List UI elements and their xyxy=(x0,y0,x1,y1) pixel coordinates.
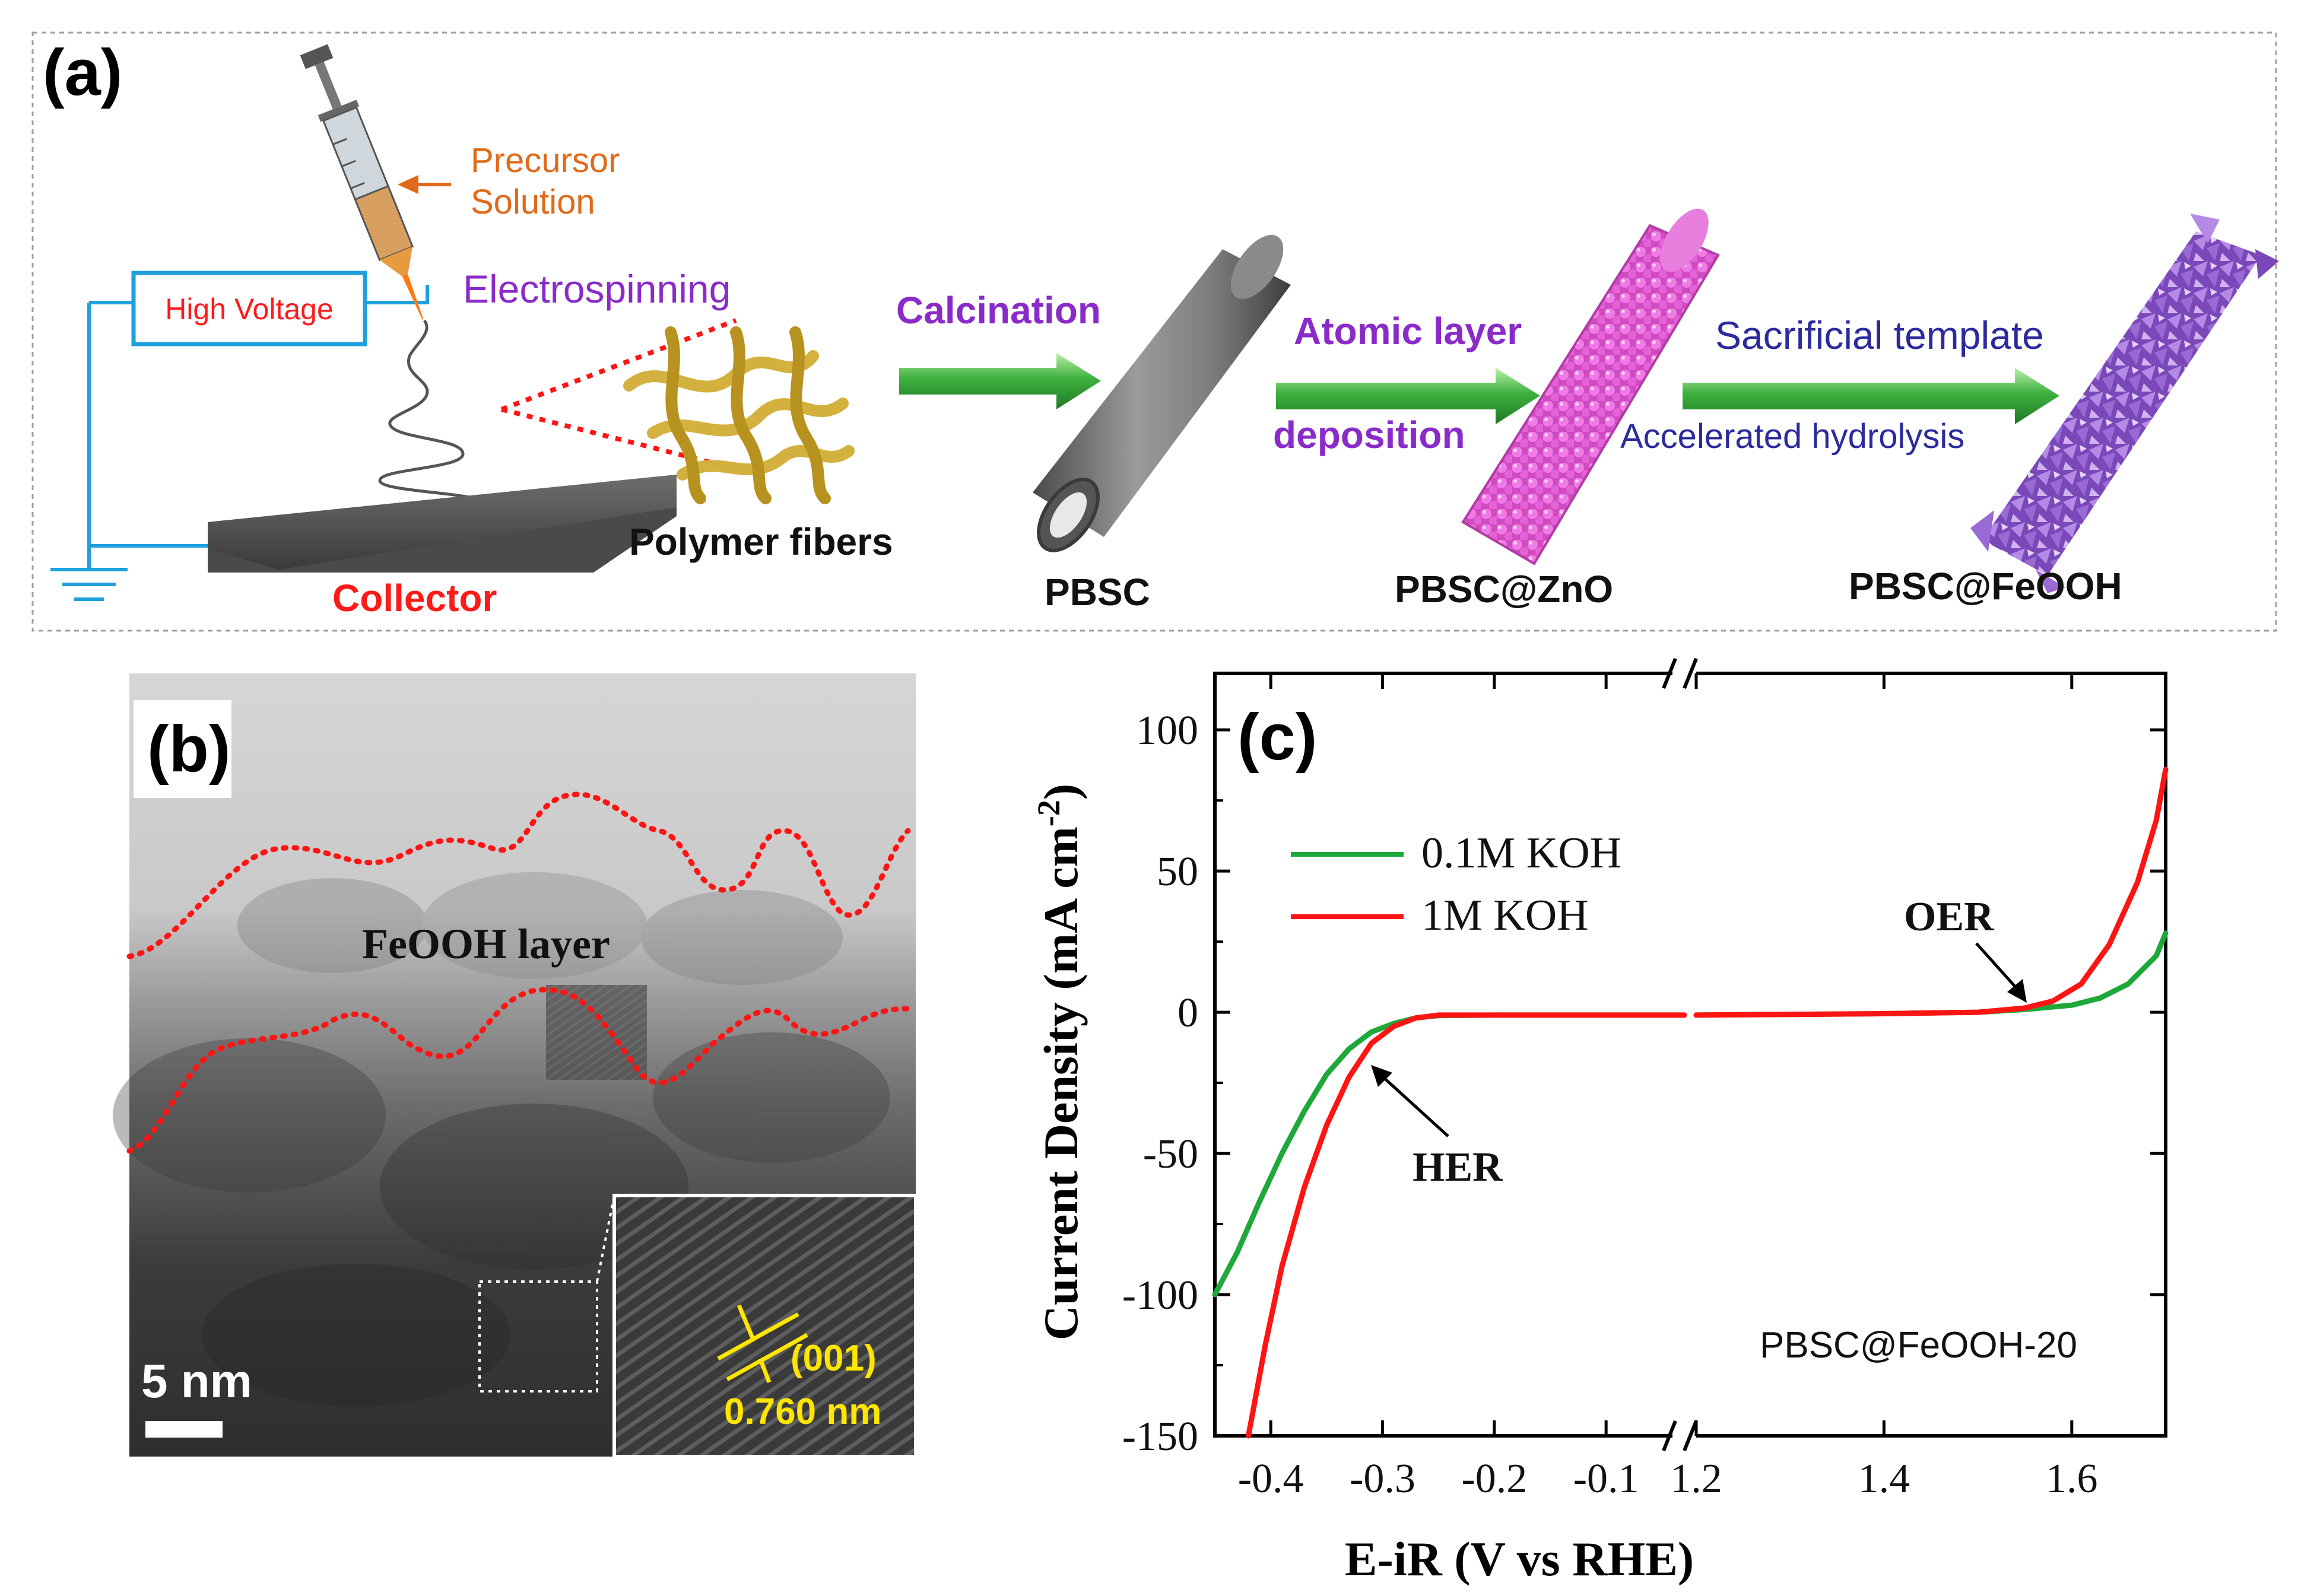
panel-c-label: (c) xyxy=(1237,701,1317,774)
x-tick-label: 1.4 xyxy=(1858,1456,1910,1502)
zoom-line-top xyxy=(500,318,737,412)
selected-region-box xyxy=(478,1280,598,1392)
y-tick-label: 100 xyxy=(1136,708,1198,754)
panel-a: (a) High Voltage xyxy=(31,31,2279,632)
scale-bar xyxy=(145,1421,223,1438)
x-tick-label: -0.4 xyxy=(1238,1456,1304,1502)
x-axis: -0.4 -0.3 -0.2 -0.1 1.2 1.4 1.6 xyxy=(1238,673,2098,1502)
panel-a-label: (a) xyxy=(43,36,122,109)
high-voltage-box xyxy=(131,271,367,346)
her-arrow-head xyxy=(1371,1065,1392,1087)
series-layer xyxy=(1212,767,2169,1439)
x-tick-label: -0.1 xyxy=(1573,1456,1639,1502)
pbsc-label: PBSC xyxy=(1045,571,1150,613)
collector-plate xyxy=(208,475,677,570)
polymer-fibers-icon xyxy=(623,326,855,504)
pbsc-zno-label: PBSC@ZnO xyxy=(1395,568,1613,611)
calcination-label: Calcination xyxy=(896,289,1101,332)
oer-arrow xyxy=(1975,942,2019,991)
y-tick-label: 0 xyxy=(1177,990,1198,1036)
polymer-fibers-label: Polymer fibers xyxy=(629,520,893,563)
lattice-spacing-marker xyxy=(717,1304,808,1384)
collector-label: Collector xyxy=(332,577,497,619)
feooh-layer-label: FeOOH layer xyxy=(362,920,610,968)
hrtem-inset-border xyxy=(612,1194,918,1458)
pbsc-zno-icon xyxy=(1461,208,1720,565)
series-line-1-segment-0 xyxy=(1246,1012,1687,1439)
panel-b-label: (b) xyxy=(147,713,230,786)
panel-c: 100 50 0 -50 -100 -150 -0.4 -0.3 -0.2 -0.1 1.2 1.4… xyxy=(1031,657,2169,1586)
oer-arrow-head xyxy=(2007,979,2027,1003)
y-axis-title: Current Density (mA cm-2) xyxy=(1031,784,1088,1340)
series-line-1-segment-1 xyxy=(1693,767,2169,1018)
x-tick-label: -0.3 xyxy=(1350,1456,1415,1502)
x-tick-label: 1.6 xyxy=(2046,1456,2098,1502)
high-voltage-label: High Voltage xyxy=(165,293,334,326)
hrtem-inset xyxy=(614,1196,916,1457)
sacrificial-arrow xyxy=(1683,368,2059,424)
series-line-0-segment-1 xyxy=(1693,930,2169,1018)
outer-boundary-line xyxy=(126,791,911,959)
y-axis-title-main: Current Density (mA cm xyxy=(1034,826,1088,1340)
her-arrow xyxy=(1382,1076,1449,1137)
precursor-arrow-head xyxy=(398,175,418,194)
syringe-icon xyxy=(300,44,424,320)
x-tick-label: -0.2 xyxy=(1461,1456,1527,1502)
precursor-line2: Solution xyxy=(471,183,595,221)
pbsc-feooh-icon xyxy=(1970,214,2279,593)
y-axis-title-sup: -2 xyxy=(1031,800,1067,826)
oer-label: OER xyxy=(1904,894,1995,940)
legend-label-1: 1M KOH xyxy=(1421,891,1589,940)
ground-icon xyxy=(50,303,128,601)
tem-texture xyxy=(113,872,890,1406)
lattice-plane-label: (001) xyxy=(791,1338,877,1379)
sacrificial-label: Sacrificial template xyxy=(1715,313,2044,357)
selection-connector xyxy=(596,1195,615,1282)
panel-a-dashed-frame xyxy=(31,31,2277,632)
pbsc-tube-icon xyxy=(1033,234,1291,552)
her-label: HER xyxy=(1413,1144,1503,1190)
ald-line2: deposition xyxy=(1273,414,1465,456)
axis-break-marks xyxy=(1662,657,1698,1452)
panel-b: FeOOH layer (b) (001) 0.760 nm 5 nm xyxy=(113,673,918,1458)
lattice-region xyxy=(546,985,647,1080)
x-tick-label: 1.2 xyxy=(1670,1456,1722,1502)
plot-frame xyxy=(1213,672,2167,1438)
lattice-spacing-label: 0.760 nm xyxy=(724,1391,881,1432)
y-tick-label: 50 xyxy=(1157,849,1198,895)
ald-arrow xyxy=(1276,368,1540,424)
legend-label-0: 0.1M KOH xyxy=(1421,829,1621,878)
y-axis-title-close: ) xyxy=(1034,784,1088,800)
y-tick-label: -100 xyxy=(1122,1273,1198,1318)
electrospinning-label: Electrospinning xyxy=(463,267,731,311)
pbsc-feooh-label: PBSC@FeOOH xyxy=(1849,565,2122,608)
y-axis: 100 50 0 -50 -100 -150 xyxy=(1122,708,2166,1460)
inner-boundary-line xyxy=(126,987,917,1154)
scale-bar-label: 5 nm xyxy=(141,1355,252,1407)
calcination-arrow xyxy=(899,353,1101,409)
precursor-line1: Precursor xyxy=(471,141,620,180)
y-tick-label: -50 xyxy=(1143,1131,1198,1177)
y-tick-label: -150 xyxy=(1122,1414,1198,1460)
panel-b-label-box xyxy=(134,700,231,798)
x-axis-title: E-iR (V vs RHE) xyxy=(1345,1532,1694,1586)
legend: 0.1M KOH 1M KOH xyxy=(1291,829,1621,940)
sample-label: PBSC@FeOOH-20 xyxy=(1760,1325,2077,1366)
accelerated-label: Accelerated hydrolysis xyxy=(1620,417,1964,456)
ald-line1: Atomic layer xyxy=(1294,310,1522,352)
